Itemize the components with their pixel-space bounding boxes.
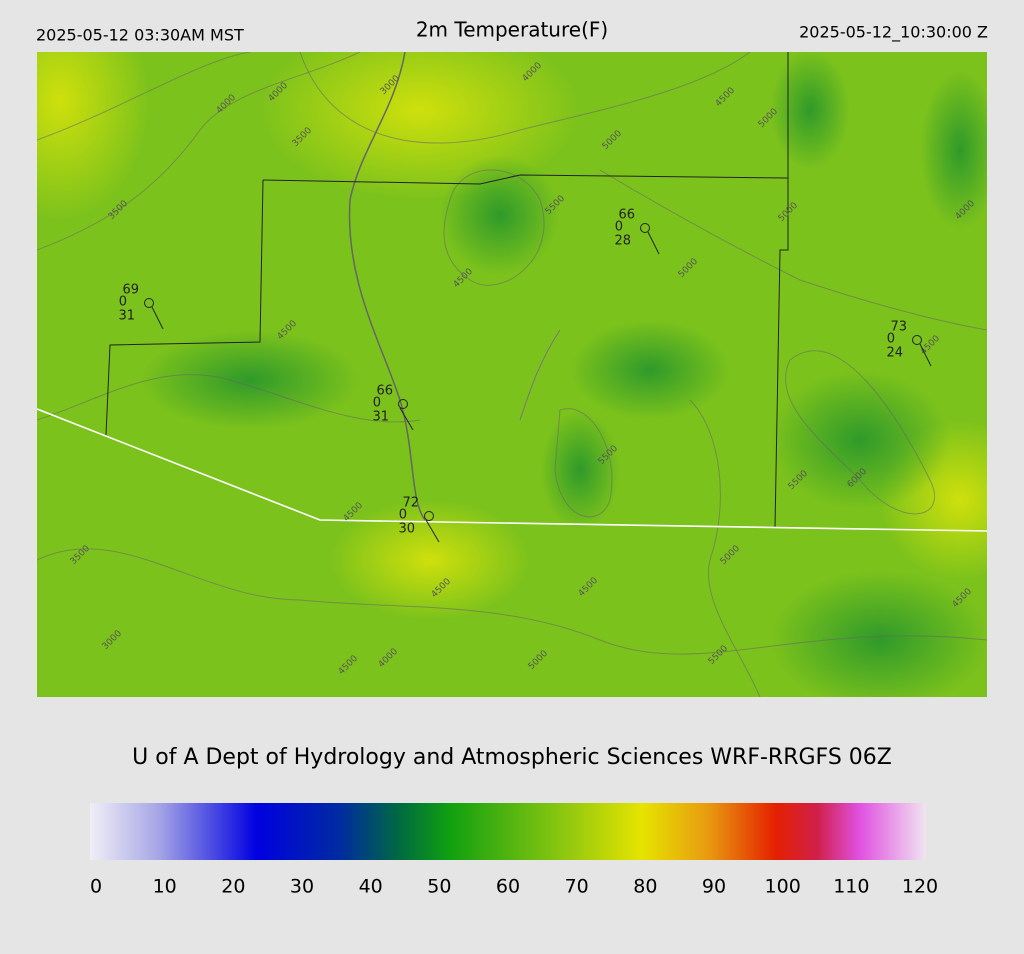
wind-barb: [425, 519, 440, 543]
colorbar-tick-label: 20: [221, 876, 245, 898]
wind-barb: [399, 407, 414, 431]
pressure: 0: [399, 508, 407, 523]
title: 2m Temperature(F): [416, 18, 608, 42]
pressure: 0: [119, 295, 127, 310]
colorbar-tick-label: 100: [765, 876, 801, 898]
wind-barb: [647, 231, 660, 255]
valid-local: 2025-05-12 03:30AM MST: [36, 26, 244, 45]
temperature: 73: [890, 320, 907, 335]
station: [144, 298, 154, 308]
valid-utc: 2025-05-12_10:30:00 Z: [799, 23, 988, 43]
colorbar-tick-label: 70: [565, 876, 589, 898]
dewpoint: 30: [398, 522, 415, 537]
colorbar-tick-label: 110: [833, 876, 869, 898]
pressure: 0: [887, 332, 895, 347]
colorbar-tick-label: 0: [90, 876, 102, 898]
dewpoint: 28: [614, 234, 631, 249]
station: [912, 335, 922, 345]
colorbar-tick-label: 50: [427, 876, 451, 898]
colorbar-tick-label: 30: [290, 876, 314, 898]
colorbar-tick-label: 80: [633, 876, 657, 898]
colorbar-tick-label: 120: [902, 876, 938, 898]
temperature: 69: [122, 283, 139, 298]
colorbar: [90, 803, 926, 860]
dewpoint: 24: [886, 346, 903, 361]
footer: U of A Dept of Hydrology and Atmospheric…: [132, 745, 892, 770]
temperature: 66: [618, 208, 635, 223]
colorbar-tick-label: 40: [359, 876, 383, 898]
wind-barb: [151, 306, 164, 330]
station: [424, 511, 434, 521]
station: [398, 399, 408, 409]
temperature: 72: [402, 496, 419, 511]
wind-barb: [919, 343, 932, 367]
temperature: 66: [376, 384, 393, 399]
pressure: 0: [373, 396, 381, 411]
pressure: 0: [615, 220, 623, 235]
dewpoint: 31: [372, 410, 389, 425]
colorbar-tick-label: 90: [702, 876, 726, 898]
colorbar-tick-label: 10: [153, 876, 177, 898]
colorbar-tick-label: 60: [496, 876, 520, 898]
dewpoint: 31: [118, 309, 135, 324]
station: [640, 223, 650, 233]
